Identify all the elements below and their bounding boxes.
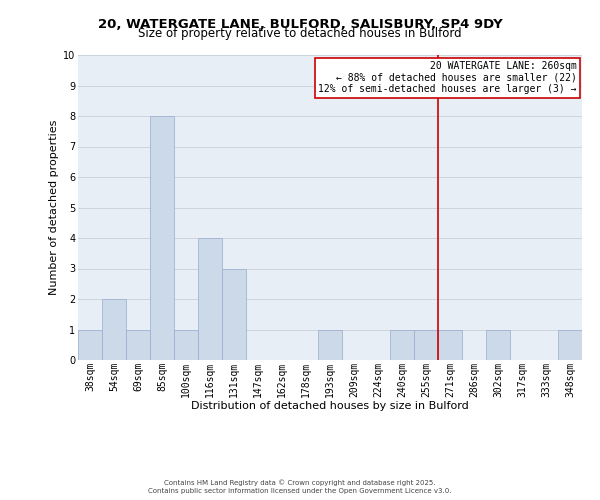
Y-axis label: Number of detached properties: Number of detached properties: [49, 120, 59, 295]
Bar: [558, 330, 582, 360]
Bar: [150, 116, 174, 360]
X-axis label: Distribution of detached houses by size in Bulford: Distribution of detached houses by size …: [191, 401, 469, 411]
Bar: [198, 238, 222, 360]
Text: Size of property relative to detached houses in Bulford: Size of property relative to detached ho…: [138, 28, 462, 40]
Bar: [414, 330, 438, 360]
Bar: [438, 330, 462, 360]
Text: 20, WATERGATE LANE, BULFORD, SALISBURY, SP4 9DY: 20, WATERGATE LANE, BULFORD, SALISBURY, …: [98, 18, 502, 30]
Bar: [390, 330, 414, 360]
Text: 20 WATERGATE LANE: 260sqm
← 88% of detached houses are smaller (22)
12% of semi-: 20 WATERGATE LANE: 260sqm ← 88% of detac…: [319, 61, 577, 94]
Bar: [126, 330, 150, 360]
Bar: [174, 330, 198, 360]
Bar: [486, 330, 510, 360]
Bar: [102, 299, 126, 360]
Bar: [222, 268, 246, 360]
Text: Contains HM Land Registry data © Crown copyright and database right 2025.
Contai: Contains HM Land Registry data © Crown c…: [148, 480, 452, 494]
Bar: [318, 330, 342, 360]
Bar: [78, 330, 102, 360]
